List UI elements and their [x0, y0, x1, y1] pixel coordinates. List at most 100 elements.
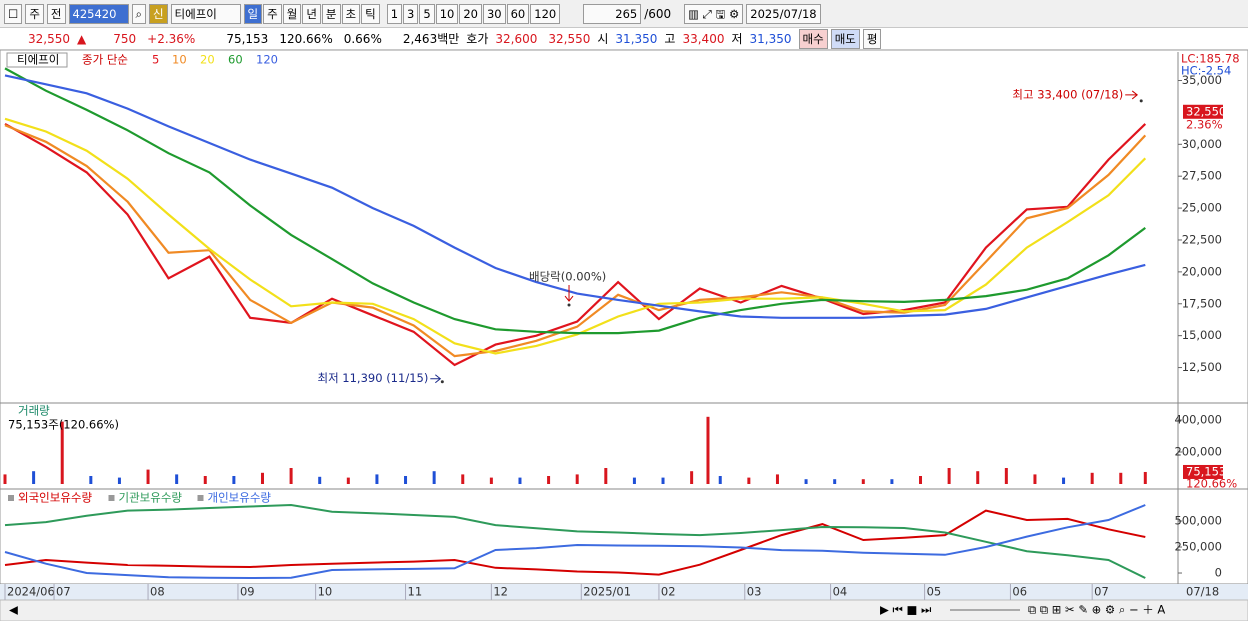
price: 32,550	[28, 31, 70, 46]
legend-entry: 60	[228, 53, 243, 67]
period-button[interactable]: 분	[321, 3, 341, 24]
turnover: 0.66%	[343, 31, 382, 46]
volume-bar	[690, 471, 694, 484]
x-tick-label: 2024/06	[7, 585, 55, 599]
arrow: ▲	[77, 31, 87, 46]
legend-swatch	[8, 495, 14, 501]
last-price-box	[1183, 104, 1223, 119]
open-label: 시	[597, 32, 609, 46]
x-tick-label: 05	[927, 585, 942, 599]
market[interactable]: 주	[25, 3, 44, 24]
period-button[interactable]: 년	[302, 3, 321, 24]
last-volume-box	[1183, 464, 1223, 479]
annotation-arrow	[564, 285, 574, 302]
y-tick-label: 400,000	[1174, 413, 1222, 427]
volume-bar	[175, 474, 179, 484]
low-label: 저	[731, 32, 743, 46]
volume-bar	[375, 474, 379, 484]
new-badge: 신	[148, 3, 168, 24]
scrollbar[interactable]	[0, 599, 1248, 621]
legend-entry: 20	[200, 53, 215, 67]
quote-bar: 32,550 ▲ 750 +2.36% 75,153 120.66% 0.66%…	[0, 28, 1248, 50]
interval-button[interactable]: 1	[386, 3, 403, 24]
change-pct: +2.36%	[147, 31, 196, 46]
ask-label: 호가	[466, 32, 489, 46]
interval-button[interactable]: 30	[482, 3, 506, 24]
volume-bar	[661, 477, 665, 484]
volume-bar	[1033, 474, 1037, 484]
interval-button[interactable]: 10	[435, 3, 459, 24]
volume-bar	[1143, 471, 1147, 484]
tool-icons[interactable]: ⧉ ⧉ ⊞ ✂ ✎ ⊕ ⚙ ⌕ − ＋ A	[1028, 603, 1165, 617]
annotation: 최저 11,390 (11/15)	[317, 371, 428, 385]
volume-bar	[32, 471, 36, 484]
prev[interactable]: 전	[46, 3, 66, 24]
y-tick-label: 15,000	[1182, 328, 1222, 342]
series-line	[4, 124, 1147, 358]
annotation: 최고 33,400 (07/18)	[1012, 87, 1123, 101]
series-line	[4, 509, 1146, 576]
x-tick-label: 09	[240, 585, 255, 599]
legend-entry: 10	[172, 53, 187, 67]
last-date-label: 07/18	[1186, 585, 1219, 599]
volume-bar	[89, 476, 93, 484]
hc-label: HC:-2.54	[1181, 64, 1231, 78]
date[interactable]: 2025/07/18	[746, 3, 821, 24]
volume-bar	[947, 468, 951, 484]
legend-swatch	[197, 495, 204, 501]
volume-bar	[919, 476, 923, 484]
volume-bar	[1004, 468, 1008, 484]
amount: 2,463백만	[402, 32, 460, 46]
legend-entry: 개인보유수량	[208, 491, 272, 505]
period-button[interactable]: 틱	[361, 3, 380, 24]
code-input[interactable]: 425420	[68, 3, 129, 24]
tool-icons[interactable]: ▥ ⤢ 🖫 ⚙	[684, 3, 744, 24]
period-button[interactable]: 주	[263, 3, 282, 24]
x-tick-label: 07	[56, 585, 71, 599]
stock-name: 티에프이	[170, 3, 241, 24]
scroll-controls[interactable]: ▶ ⏮ ■ ⏭	[880, 603, 932, 617]
annotation-point	[1139, 99, 1143, 103]
sell-button[interactable]: 매도	[830, 28, 860, 49]
period-button[interactable]: 일	[243, 3, 263, 24]
legend-box	[6, 52, 68, 68]
last-volume-label: 75,153	[1186, 464, 1226, 478]
volume-bar	[575, 474, 579, 484]
low: 31,350	[749, 31, 792, 46]
last-price-label: 32,550	[1186, 104, 1226, 118]
interval-button[interactable]: 20	[459, 3, 482, 24]
y-tick-label: 22,500	[1182, 232, 1222, 246]
period-button[interactable]: 월	[282, 3, 302, 24]
volume-bar	[346, 477, 350, 484]
panel-subtitle: 75,153주(120.66%)	[8, 418, 119, 432]
interval-button[interactable]: 60	[506, 3, 530, 24]
volume-bar	[632, 477, 636, 484]
y-tick-label: 20,000	[1182, 264, 1222, 278]
volume-bar	[404, 476, 408, 484]
period-button[interactable]: 초	[341, 3, 361, 24]
volume-bar	[775, 474, 779, 484]
legend-swatch	[108, 495, 115, 501]
buy-button[interactable]: 매수	[798, 28, 828, 49]
volume: 75,153	[226, 31, 269, 46]
count[interactable]: 265	[583, 3, 642, 24]
last-ratio-label: 120.66%	[1186, 476, 1237, 490]
volume-ratio: 120.66%	[279, 31, 333, 46]
x-axis-band	[0, 584, 1248, 600]
volume-bar	[232, 476, 236, 484]
x-tick-label: 02	[661, 585, 676, 599]
interval-button[interactable]: 3	[403, 3, 419, 24]
volume-bar	[861, 479, 865, 484]
interval-button[interactable]: 5	[419, 3, 435, 24]
scroll-left[interactable]: ◀	[9, 603, 18, 617]
legend-entry: 외국인보유수량	[18, 491, 92, 505]
series-line	[4, 504, 1146, 580]
interval-button[interactable]: 120	[530, 3, 561, 24]
menu-icon[interactable]: ☐	[4, 3, 23, 24]
x-tick-label: 03	[747, 585, 762, 599]
avg-button[interactable]: 평	[862, 28, 882, 49]
volume-bar	[804, 479, 808, 484]
search[interactable]: ⌕	[131, 3, 146, 24]
